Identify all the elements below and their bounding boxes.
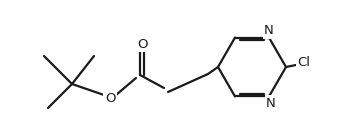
Text: O: O	[137, 38, 147, 50]
Text: O: O	[105, 92, 115, 104]
Text: Cl: Cl	[297, 56, 310, 69]
Text: N: N	[266, 97, 276, 110]
Text: N: N	[264, 24, 274, 37]
